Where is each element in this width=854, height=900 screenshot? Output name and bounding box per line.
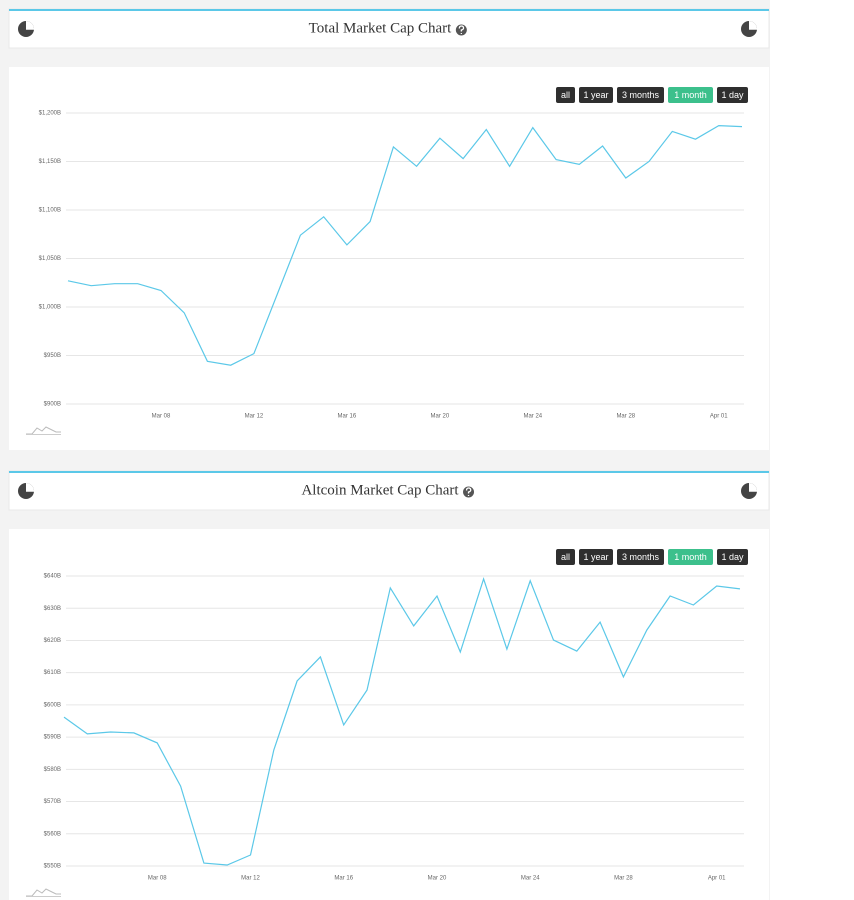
range-button[interactable] (717, 549, 748, 565)
range-button[interactable] (579, 549, 613, 565)
panel-header-accent (9, 9, 769, 11)
range-button[interactable] (668, 87, 713, 103)
range-button[interactable] (617, 87, 664, 103)
panel-header-accent (9, 471, 769, 473)
range-button[interactable] (668, 549, 713, 565)
range-button[interactable] (556, 87, 575, 103)
navigator-thumbnail (26, 426, 61, 435)
range-button-label[interactable]: 1 day (721, 90, 744, 100)
panel-header (8, 470, 770, 511)
x-tick-label: Mar 24 (521, 876, 540, 882)
help-icon-mark (465, 487, 472, 496)
y-tick-label: $900B (44, 402, 61, 408)
x-tick-label: Mar 08 (148, 876, 167, 882)
x-tick-label: Mar 20 (428, 876, 447, 882)
x-tick-label: Mar 28 (616, 414, 635, 420)
y-tick-label: $570B (44, 799, 61, 805)
y-tick-label: $580B (44, 767, 61, 773)
panel-header (8, 8, 770, 49)
y-tick-label: $560B (44, 831, 61, 837)
range-button-label[interactable]: 1 day (721, 552, 744, 562)
x-tick-label: Mar 12 (241, 876, 260, 882)
chart-title: Total Market Cap Chart (309, 20, 452, 36)
range-button-label[interactable]: 1 month (674, 552, 707, 562)
range-button[interactable] (617, 549, 664, 565)
chart-title: Altcoin Market Cap Chart (301, 482, 459, 498)
range-button-label[interactable]: 1 month (674, 90, 707, 100)
data-line (63, 576, 741, 866)
range-button-label[interactable]: all (561, 552, 570, 562)
y-tick-label: $950B (44, 353, 61, 359)
y-tick-label: $610B (44, 670, 61, 676)
x-tick-label: Mar 20 (431, 414, 450, 420)
range-button-label[interactable]: 1 year (583, 552, 608, 562)
y-tick-label: $1,200B (39, 111, 61, 117)
range-button[interactable] (556, 549, 575, 565)
y-tick-label: $550B (44, 864, 61, 870)
help-icon-mark (458, 25, 465, 34)
x-tick-label: Mar 16 (334, 876, 353, 882)
chart-panel (9, 529, 769, 900)
x-tick-label: Apr 01 (710, 414, 728, 420)
pie-icon-slice (749, 483, 757, 491)
range-button-label[interactable]: all (561, 90, 570, 100)
y-tick-label: $640B (44, 574, 61, 580)
range-button-label[interactable]: 3 months (622, 552, 660, 562)
x-tick-label: Mar 24 (523, 414, 542, 420)
y-tick-label: $630B (44, 606, 61, 612)
x-tick-label: Mar 12 (245, 414, 264, 420)
x-tick-label: Mar 28 (614, 876, 633, 882)
x-tick-label: Mar 16 (338, 414, 357, 420)
pie-icon-slice (26, 483, 34, 491)
y-tick-label: $1,150B (39, 159, 61, 165)
y-tick-label: $600B (44, 702, 61, 708)
range-button-label[interactable]: 3 months (622, 90, 660, 100)
x-tick-label: Mar 08 (152, 414, 171, 420)
y-tick-label: $1,100B (39, 208, 61, 214)
y-tick-label: $590B (44, 735, 61, 741)
range-button-label[interactable]: 1 year (583, 90, 608, 100)
pie-icon-slice (26, 21, 34, 29)
pie-icon-slice (749, 21, 757, 29)
data-line (67, 124, 743, 366)
range-button[interactable] (579, 87, 613, 103)
y-tick-label: $1,050B (39, 256, 61, 262)
navigator-thumbnail (26, 888, 61, 897)
range-button[interactable] (717, 87, 748, 103)
y-tick-label: $620B (44, 638, 61, 644)
y-tick-label: $1,000B (39, 305, 61, 311)
x-tick-label: Apr 01 (708, 876, 726, 882)
